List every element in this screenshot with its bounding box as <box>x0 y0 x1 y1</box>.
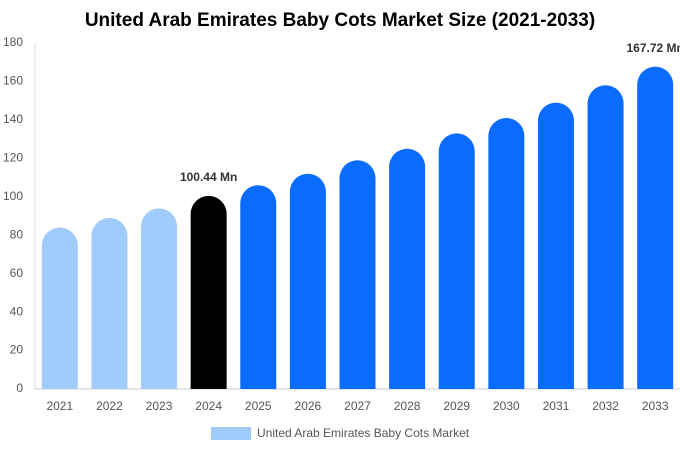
y-tick-label: 140 <box>3 112 23 126</box>
bar <box>190 195 227 389</box>
x-tick-label: 2026 <box>295 399 322 413</box>
bar <box>587 85 624 390</box>
x-tick-label: 2023 <box>146 399 173 413</box>
bar <box>339 160 376 389</box>
x-tick-label: 2029 <box>443 399 470 413</box>
y-tick-label: 40 <box>10 304 24 318</box>
bar <box>91 217 128 389</box>
data-label: 167.72 Mn <box>627 41 680 55</box>
legend-label: United Arab Emirates Baby Cots Market <box>257 426 470 440</box>
x-tick-label: 2032 <box>592 399 619 413</box>
x-tick-label: 2024 <box>195 399 222 413</box>
x-tick-label: 2022 <box>96 399 123 413</box>
y-tick-label: 100 <box>3 189 23 203</box>
y-tick-label: 60 <box>10 266 24 280</box>
y-tick-label: 0 <box>16 381 23 395</box>
bar <box>637 66 674 389</box>
bar <box>289 173 326 389</box>
chart-title: United Arab Emirates Baby Cots Market Si… <box>85 10 595 31</box>
y-tick-label: 120 <box>3 151 23 165</box>
x-tick-label: 2021 <box>46 399 73 413</box>
bar <box>240 185 277 389</box>
bar <box>389 148 426 389</box>
data-label: 100.44 Mn <box>180 170 237 184</box>
y-tick-label: 180 <box>3 35 23 49</box>
y-tick-label: 160 <box>3 74 23 88</box>
bar <box>537 102 574 389</box>
bar <box>488 117 525 389</box>
x-tick-label: 2033 <box>642 399 669 413</box>
bar <box>438 133 475 389</box>
legend-swatch <box>211 427 251 440</box>
x-tick-label: 2030 <box>493 399 520 413</box>
bar <box>141 208 178 389</box>
x-tick-label: 2025 <box>245 399 272 413</box>
x-tick-label: 2031 <box>543 399 570 413</box>
y-tick-label: 20 <box>10 343 24 357</box>
x-tick-label: 2028 <box>394 399 421 413</box>
x-tick-label: 2027 <box>344 399 371 413</box>
y-tick-label: 80 <box>10 227 24 241</box>
bar <box>41 227 78 389</box>
